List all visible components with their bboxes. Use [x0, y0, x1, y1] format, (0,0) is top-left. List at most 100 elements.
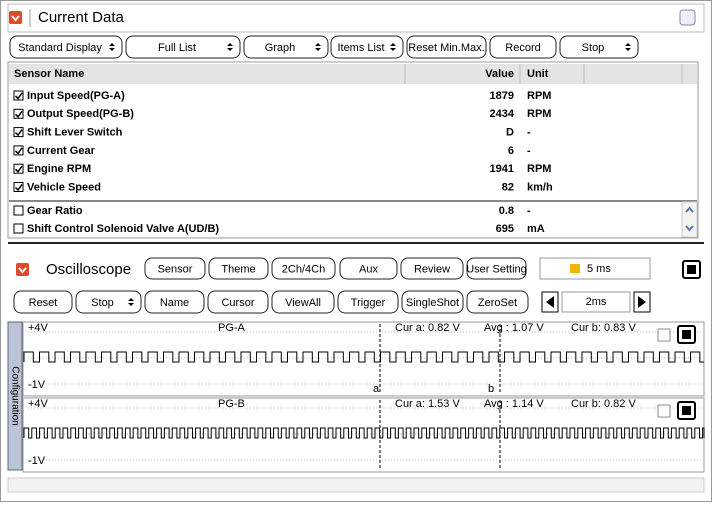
button-label: Cursor: [221, 297, 254, 309]
scroll-up[interactable]: [685, 206, 694, 213]
sensor-unit: RPM: [527, 90, 551, 102]
button-label: Record: [505, 42, 540, 54]
prev-arrow: [546, 296, 554, 308]
button-label: Sensor: [158, 263, 193, 275]
dropdown-arrows: [109, 43, 115, 51]
button-label: Name: [160, 297, 189, 309]
collapse-icon[interactable]: [9, 11, 22, 24]
sensor-value: 2434: [490, 108, 515, 120]
sensor-name: Input Speed(PG-A): [27, 90, 125, 102]
h-scrollbar[interactable]: [7, 477, 705, 493]
button-label: Aux: [359, 263, 378, 275]
sensor-unit: RPM: [527, 108, 551, 120]
checkbox[interactable]: [13, 205, 24, 216]
button[interactable]: [208, 257, 269, 280]
channel-stop-inner: [682, 330, 691, 339]
table-header: [9, 64, 697, 84]
sensor-unit: -: [527, 127, 531, 139]
button[interactable]: [401, 290, 464, 314]
panel-title: Current Data: [38, 9, 125, 26]
channel-max: +4V: [28, 398, 49, 410]
time-box: [539, 257, 651, 280]
button-label: Stop: [91, 297, 114, 309]
zoom-value: 2ms: [586, 296, 607, 308]
button[interactable]: [466, 290, 529, 314]
cursor-a-value: Cur a: 0.82 V: [395, 322, 460, 334]
button-label: ViewAll: [285, 297, 321, 309]
zoom-box: [561, 291, 631, 313]
sensor-name: Gear Ratio: [27, 205, 83, 217]
button-label: Review: [414, 263, 450, 275]
check-mark: [14, 92, 23, 100]
collapse-icon[interactable]: [16, 263, 29, 276]
button-label: Standard Display: [18, 42, 102, 54]
dropdown-arrows: [390, 43, 396, 51]
channel-min: -1V: [28, 379, 46, 391]
data-table: [7, 61, 699, 239]
v-scrollbar[interactable]: [681, 201, 698, 238]
dropdown-arrows: [128, 298, 134, 306]
average-value: Avg : 1.07 V: [484, 322, 544, 334]
button-label: Reset: [29, 297, 58, 309]
sensor-value: 6: [508, 145, 514, 157]
cursor-b-label: b: [488, 383, 494, 395]
sensor-value: 82: [502, 181, 514, 193]
sensor-value: 1941: [490, 163, 514, 175]
button[interactable]: [144, 290, 205, 314]
checkbox[interactable]: [13, 163, 24, 174]
button[interactable]: [75, 290, 142, 314]
checkbox[interactable]: [13, 223, 24, 234]
button[interactable]: [330, 35, 404, 59]
checkbox[interactable]: [13, 182, 24, 192]
check-mark: [14, 129, 23, 137]
panel-title: Oscilloscope: [46, 261, 131, 278]
sensor-value: 1879: [490, 90, 514, 102]
button[interactable]: [337, 290, 399, 314]
button[interactable]: [406, 35, 487, 59]
column-header: Value: [485, 68, 514, 80]
sensor-name: Shift Lever Switch: [27, 127, 123, 139]
channel-checkbox[interactable]: [657, 328, 671, 342]
waveform: [23, 351, 704, 363]
side-tab[interactable]: [7, 321, 23, 471]
checkbox[interactable]: [13, 108, 24, 119]
cursor-b-value: Cur b: 0.83 V: [571, 322, 636, 334]
sensor-name: Vehicle Speed: [27, 181, 101, 193]
sensor-name: Shift Control Solenoid Valve A(UD/B): [27, 223, 219, 235]
button[interactable]: [271, 257, 336, 280]
button[interactable]: [125, 35, 241, 59]
collapse-arrow: [11, 15, 20, 22]
channel-checkbox[interactable]: [657, 404, 671, 418]
button-label: Graph: [265, 42, 296, 54]
button[interactable]: [271, 290, 335, 314]
clock-icon: [570, 264, 580, 273]
button[interactable]: [559, 35, 639, 59]
sensor-unit: -: [527, 145, 531, 157]
next-arrow: [638, 296, 646, 308]
button[interactable]: [489, 35, 557, 59]
checkbox[interactable]: [13, 127, 24, 138]
button[interactable]: [466, 257, 527, 280]
button[interactable]: [339, 257, 398, 280]
checkbox[interactable]: [13, 145, 24, 156]
button[interactable]: [243, 35, 329, 59]
button-label: 2Ch/4Ch: [282, 263, 325, 275]
button-label: Items List: [337, 42, 384, 54]
button[interactable]: [207, 290, 269, 314]
checkbox[interactable]: [13, 90, 24, 101]
button[interactable]: [400, 257, 464, 280]
button[interactable]: [9, 35, 123, 59]
sensor-value: 0.8: [499, 205, 514, 217]
button-label: Reset Min.Max.: [408, 42, 484, 54]
check-mark: [14, 184, 23, 192]
average-value: Avg : 1.14 V: [484, 398, 544, 410]
window-button[interactable]: [679, 9, 696, 26]
cursor-b-value: Cur b: 0.82 V: [571, 398, 636, 410]
button[interactable]: [144, 257, 206, 280]
sensor-unit: km/h: [527, 181, 553, 193]
scroll-down[interactable]: [685, 225, 694, 232]
channel-min: -1V: [28, 455, 46, 467]
sensor-unit: mA: [527, 223, 545, 235]
sensor-value: D: [506, 127, 514, 139]
button[interactable]: [13, 290, 73, 314]
